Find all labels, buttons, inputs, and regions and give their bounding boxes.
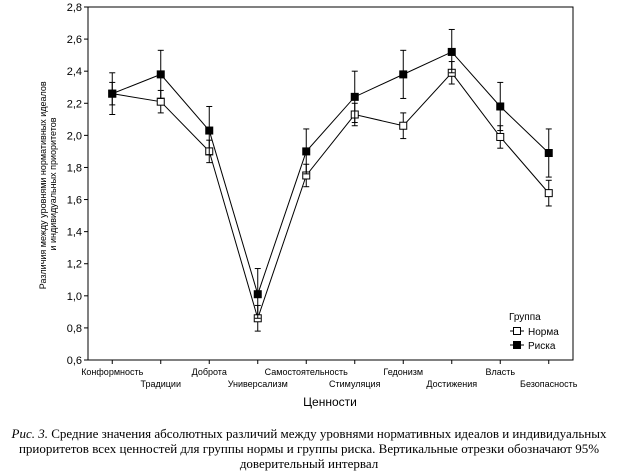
y-tick-label: 0,8: [67, 323, 82, 335]
x-tick-label: Достижения: [426, 379, 477, 389]
y-tick-label: 1,0: [67, 291, 82, 303]
legend-title: Группа: [509, 312, 541, 323]
data-point: [108, 89, 117, 98]
x-tick-label: Самостоятельность: [265, 367, 348, 377]
series-norma: [108, 61, 553, 332]
y-tick-label: 1,4: [67, 227, 82, 239]
data-point: [544, 149, 553, 158]
y-tick-label: 2,8: [67, 2, 82, 14]
series-riska: [108, 28, 553, 319]
y-axis-title-line-1: Различия между уровнями нормативных идеа…: [38, 81, 48, 289]
axes: [87, 6, 574, 361]
figure-caption-text: Средние значения абсолютных различий меж…: [18, 426, 607, 471]
x-tick-label: Универсализм: [228, 379, 288, 389]
data-point: [399, 121, 408, 130]
y-tick-label: 2,4: [67, 66, 82, 78]
plot-frame: [87, 6, 574, 361]
figure-label: Рис. 3.: [11, 426, 49, 441]
legend-marker-norma: [513, 327, 521, 335]
y-tick-label: 2,6: [67, 34, 82, 46]
y-tick-label: 1,6: [67, 195, 82, 207]
x-tick-label: Традиции: [141, 379, 182, 389]
data-point: [544, 189, 553, 198]
y-axis-ticks: 0,6 0,8 1,0 1,2 1,4 1,6 1,8 2,0 2,2 2,4 2,6 2,8: [67, 2, 88, 367]
x-tick-label: Стимуляция: [329, 379, 381, 389]
data-point: [156, 70, 165, 79]
data-point: [156, 97, 165, 106]
y-tick-label: 2,0: [67, 130, 82, 142]
y-tick-label: 0,6: [67, 355, 82, 367]
x-tick-label: Безопасность: [520, 379, 578, 389]
data-point: [205, 126, 214, 135]
legend: Группа Норма Риска: [509, 312, 559, 352]
legend-marker-riska: [513, 341, 521, 349]
y-tick-label: 1,8: [67, 162, 82, 174]
y-axis-title: Различия между уровнями нормативных идеа…: [38, 79, 58, 289]
line-chart: 0,6 0,8 1,0 1,2 1,4 1,6 1,8 2,0 2,2 2,4 2,6 2,8 Кон…: [38, 2, 578, 409]
x-axis-title: Ценности: [303, 395, 357, 409]
y-tick-label: 1,2: [67, 259, 82, 271]
series-line: [112, 51, 550, 296]
figure-caption: Рис. 3. Средние значения абсолютных разл…: [4, 426, 614, 471]
data-point: [399, 70, 408, 79]
series-layer: [108, 28, 553, 332]
legend-label-riska: Риска: [528, 341, 556, 352]
data-point: [496, 102, 505, 111]
data-point: [302, 147, 311, 156]
series-line: [112, 72, 550, 320]
legend-label-norma: Норма: [528, 327, 559, 338]
y-axis-title-line-2: и индивидуальных приоритетов: [48, 117, 58, 250]
x-tick-label: Власть: [485, 367, 515, 377]
y-tick-label: 2,2: [67, 98, 82, 110]
x-tick-label: Конформность: [81, 367, 143, 377]
x-tick-label: Доброта: [192, 367, 227, 377]
data-point: [496, 132, 505, 141]
x-tick-label: Гедонизм: [383, 367, 423, 377]
data-point: [350, 92, 359, 101]
data-point: [253, 290, 262, 299]
data-point: [447, 47, 456, 56]
